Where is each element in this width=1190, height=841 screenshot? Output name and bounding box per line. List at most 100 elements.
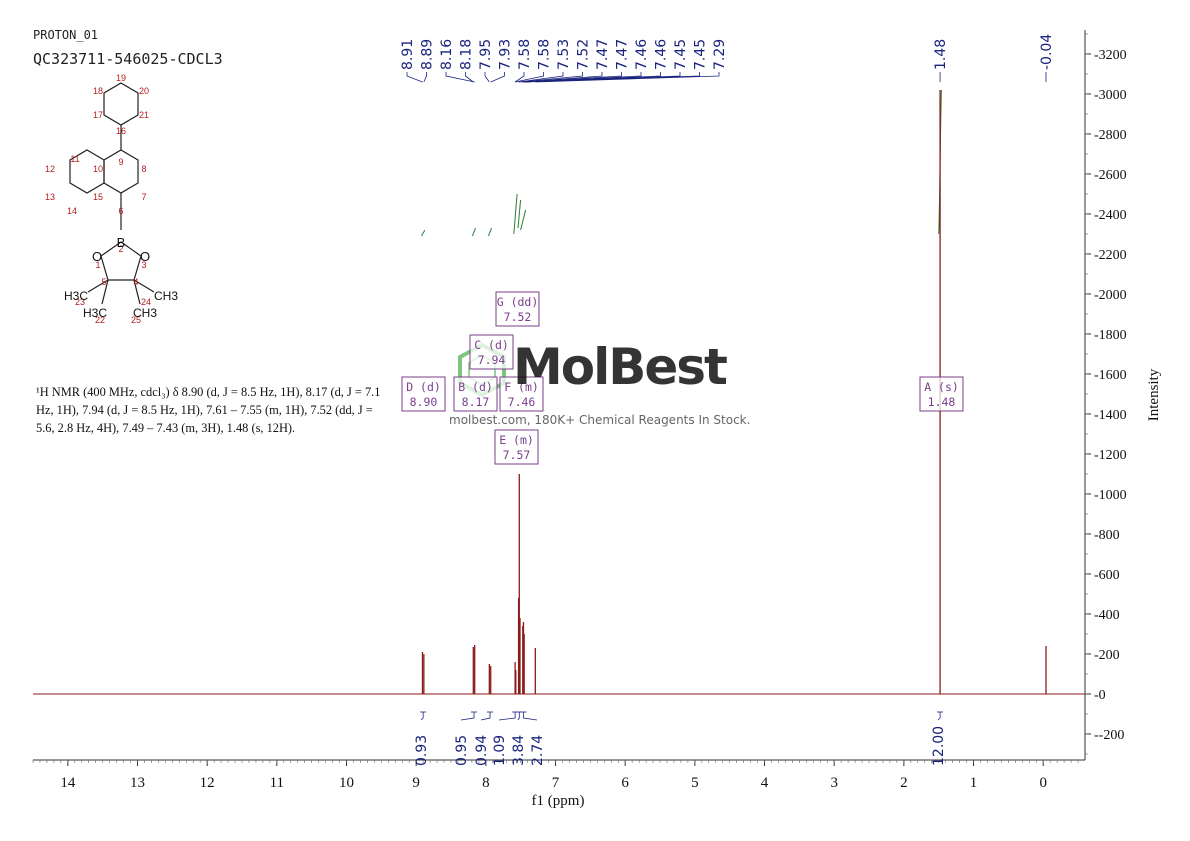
integral-curve xyxy=(513,193,518,235)
atom-number: 2 xyxy=(118,244,123,254)
atom-number: 1 xyxy=(95,260,100,270)
multiplet-box-frame xyxy=(401,376,446,412)
peak-label: 1.48 xyxy=(933,39,949,70)
atom-label: B xyxy=(117,235,126,250)
peak-label: 8.16 xyxy=(439,39,455,70)
atom-number: 25 xyxy=(131,315,141,325)
atom-number: 10 xyxy=(93,164,103,174)
x-tick-label: 9 xyxy=(412,775,420,791)
atom-number: 13 xyxy=(45,192,55,202)
atom-number: 23 xyxy=(75,297,85,307)
x-tick-label: 14 xyxy=(60,775,76,791)
peak-label: 7.29 xyxy=(712,39,728,70)
y-tick-label: -400 xyxy=(1094,608,1120,623)
multiplet-shift: 8.17 xyxy=(462,395,490,409)
multiplet-box-frame xyxy=(499,376,544,412)
atom-number: 8 xyxy=(141,164,146,174)
atom-number: 18 xyxy=(93,86,103,96)
x-tick-label: 10 xyxy=(339,775,354,791)
y-tick-label: --200 xyxy=(1094,728,1124,743)
peak-label-connector xyxy=(445,72,475,83)
peak-label: 7.46 xyxy=(634,39,650,70)
x-axis-label: f1 (ppm) xyxy=(532,793,585,809)
multiplet-box-E: E (m)7.57 xyxy=(494,429,539,465)
integration-label: 0.95 xyxy=(454,735,470,766)
peak-label-connector xyxy=(484,72,490,83)
integral-curve xyxy=(472,227,476,237)
multiplet-shift: 7.46 xyxy=(508,395,536,409)
atom-number: 12 xyxy=(45,164,55,174)
multiplet-box-frame xyxy=(495,291,540,327)
y-tick-label: -2200 xyxy=(1094,248,1127,263)
y-tick-label: -2800 xyxy=(1094,128,1127,143)
bond-4-24 xyxy=(133,279,155,293)
y-axis: --200 -0 -200 -400 -600 -800 -1000 -1200 -1400 -1… xyxy=(1084,30,1162,760)
multiplet-box-D: D (d)8.90 xyxy=(401,376,446,412)
peak-label-connector xyxy=(490,72,505,83)
y-tick-label: -800 xyxy=(1094,528,1120,543)
x-tick-label: 5 xyxy=(691,775,699,791)
peak-label: 7.95 xyxy=(478,39,494,70)
peak-label: 7.58 xyxy=(517,39,533,70)
multiplet-shift: 8.90 xyxy=(410,395,438,409)
integral-curve xyxy=(421,229,426,237)
atom-number: 5 xyxy=(101,277,106,287)
x-ticks: 14 13 12 11 10 9 8 7 6 5 4 3 2 1 0 xyxy=(32,760,1079,791)
y-tick-label: -2600 xyxy=(1094,168,1127,183)
multiplet-shift: 7.57 xyxy=(503,448,531,462)
y-tick-label: -1400 xyxy=(1094,408,1127,423)
atom-number: 14 xyxy=(67,206,77,216)
peak-label: 8.89 xyxy=(420,39,436,70)
multiplet-box-frame xyxy=(919,376,964,412)
y-ticks: --200 -0 -200 -400 -600 -800 -1000 -1200 -1400 -1… xyxy=(1085,33,1127,755)
multiplet-box-G: G (dd)7.52 xyxy=(495,291,540,327)
multiplet-boxes: G (dd)7.52C (d)7.94D (d)8.90B (d)8.17F (… xyxy=(401,291,964,465)
peak-labels: 8.91 8.89 8.16 8.18 7.95 7.93 7.58 7.58 7.53 7.52… xyxy=(400,34,1055,83)
x-axis: 14 13 12 11 10 9 8 7 6 5 4 3 2 1 0 f1 (ppm) xyxy=(32,759,1085,809)
x-tick-label: 7 xyxy=(552,775,560,791)
methyl-label: CH3 xyxy=(154,289,178,303)
integration-connector xyxy=(498,712,516,721)
nmr-description: ¹H NMR (400 MHz, cdcl₃) δ 8.90 (d, J = 8… xyxy=(36,385,381,435)
peak-label-connector xyxy=(515,72,544,83)
peak-label-connector xyxy=(518,72,564,83)
watermark-tagline: molbest.com, 180K+ Chemical Reagents In … xyxy=(449,413,751,427)
peak-label: 7.93 xyxy=(498,39,514,70)
peak-label: 7.53 xyxy=(556,39,572,70)
integration-label: 2.74 xyxy=(530,735,546,766)
atom-number: 20 xyxy=(139,86,149,96)
y-tick-label: -3200 xyxy=(1094,48,1127,63)
atom-number: 6 xyxy=(118,206,123,216)
atom-number: 16 xyxy=(116,126,126,136)
atom-label: O xyxy=(140,249,150,264)
atom-number: 21 xyxy=(139,110,149,120)
atom-number: 24 xyxy=(141,297,151,307)
x-tick-label: 12 xyxy=(200,775,215,791)
bond-5-23 xyxy=(87,279,109,293)
y-tick-label: -200 xyxy=(1094,648,1120,663)
x-tick-label: 1 xyxy=(970,775,978,791)
multiplet-shift: 7.94 xyxy=(478,353,506,367)
dioxaborolane-ring xyxy=(100,241,142,281)
integral-curves xyxy=(421,89,942,237)
multiplet-label: F (m) xyxy=(504,380,539,394)
multiplet-box-B: B (d)8.17 xyxy=(453,376,498,412)
atom-number: 22 xyxy=(95,315,105,325)
y-tick-label: -1800 xyxy=(1094,328,1127,343)
bond-4-25 xyxy=(133,279,141,305)
x-tick-label: 11 xyxy=(270,775,284,791)
multiplet-label: B (d) xyxy=(458,380,493,394)
integration-connector xyxy=(420,712,424,721)
peak-label: -0.04 xyxy=(1039,34,1055,70)
chemical-structure xyxy=(69,82,155,305)
atom-label: O xyxy=(92,249,102,264)
integral-curve xyxy=(520,209,527,231)
y-tick-label: -1600 xyxy=(1094,368,1127,383)
experiment-name: PROTON_01 xyxy=(33,28,99,42)
naphthalene-ring-b xyxy=(69,149,105,194)
integration-connector xyxy=(480,712,491,721)
methyl-label: H3C xyxy=(83,306,107,320)
y-tick-label: -3000 xyxy=(1094,88,1127,103)
atom-number: 19 xyxy=(116,73,126,83)
